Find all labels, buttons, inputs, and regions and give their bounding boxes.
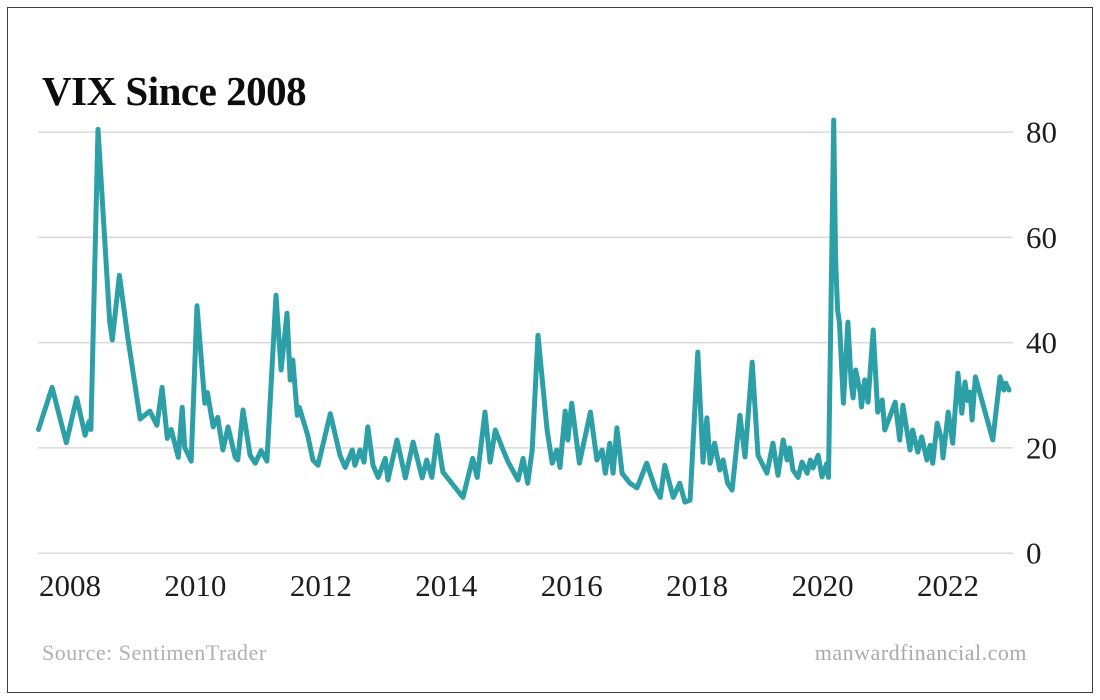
y-tick-label: 20 [1026, 430, 1057, 465]
y-tick-label: 60 [1026, 220, 1057, 255]
x-tick-label: 2016 [541, 568, 603, 603]
x-tick-label: 2010 [164, 568, 226, 603]
vix-series-line [36, 117, 1012, 505]
chart-frame-border [7, 7, 1093, 693]
x-tick-label: 2018 [666, 568, 728, 603]
x-tick-label: 2020 [792, 568, 854, 603]
x-tick-label: 2008 [39, 568, 101, 603]
chart-title: VIX Since 2008 [42, 68, 307, 115]
x-tick-label: 2012 [290, 568, 352, 603]
source-credit: Source: SentimenTrader [42, 640, 267, 665]
x-tick-label: 2014 [415, 568, 478, 603]
site-credit: manwardfinancial.com [814, 640, 1027, 665]
y-tick-label: 0 [1026, 536, 1042, 571]
y-tick-label: 80 [1026, 115, 1057, 150]
x-tick-label: 2022 [917, 568, 979, 603]
y-tick-label: 40 [1026, 325, 1057, 360]
